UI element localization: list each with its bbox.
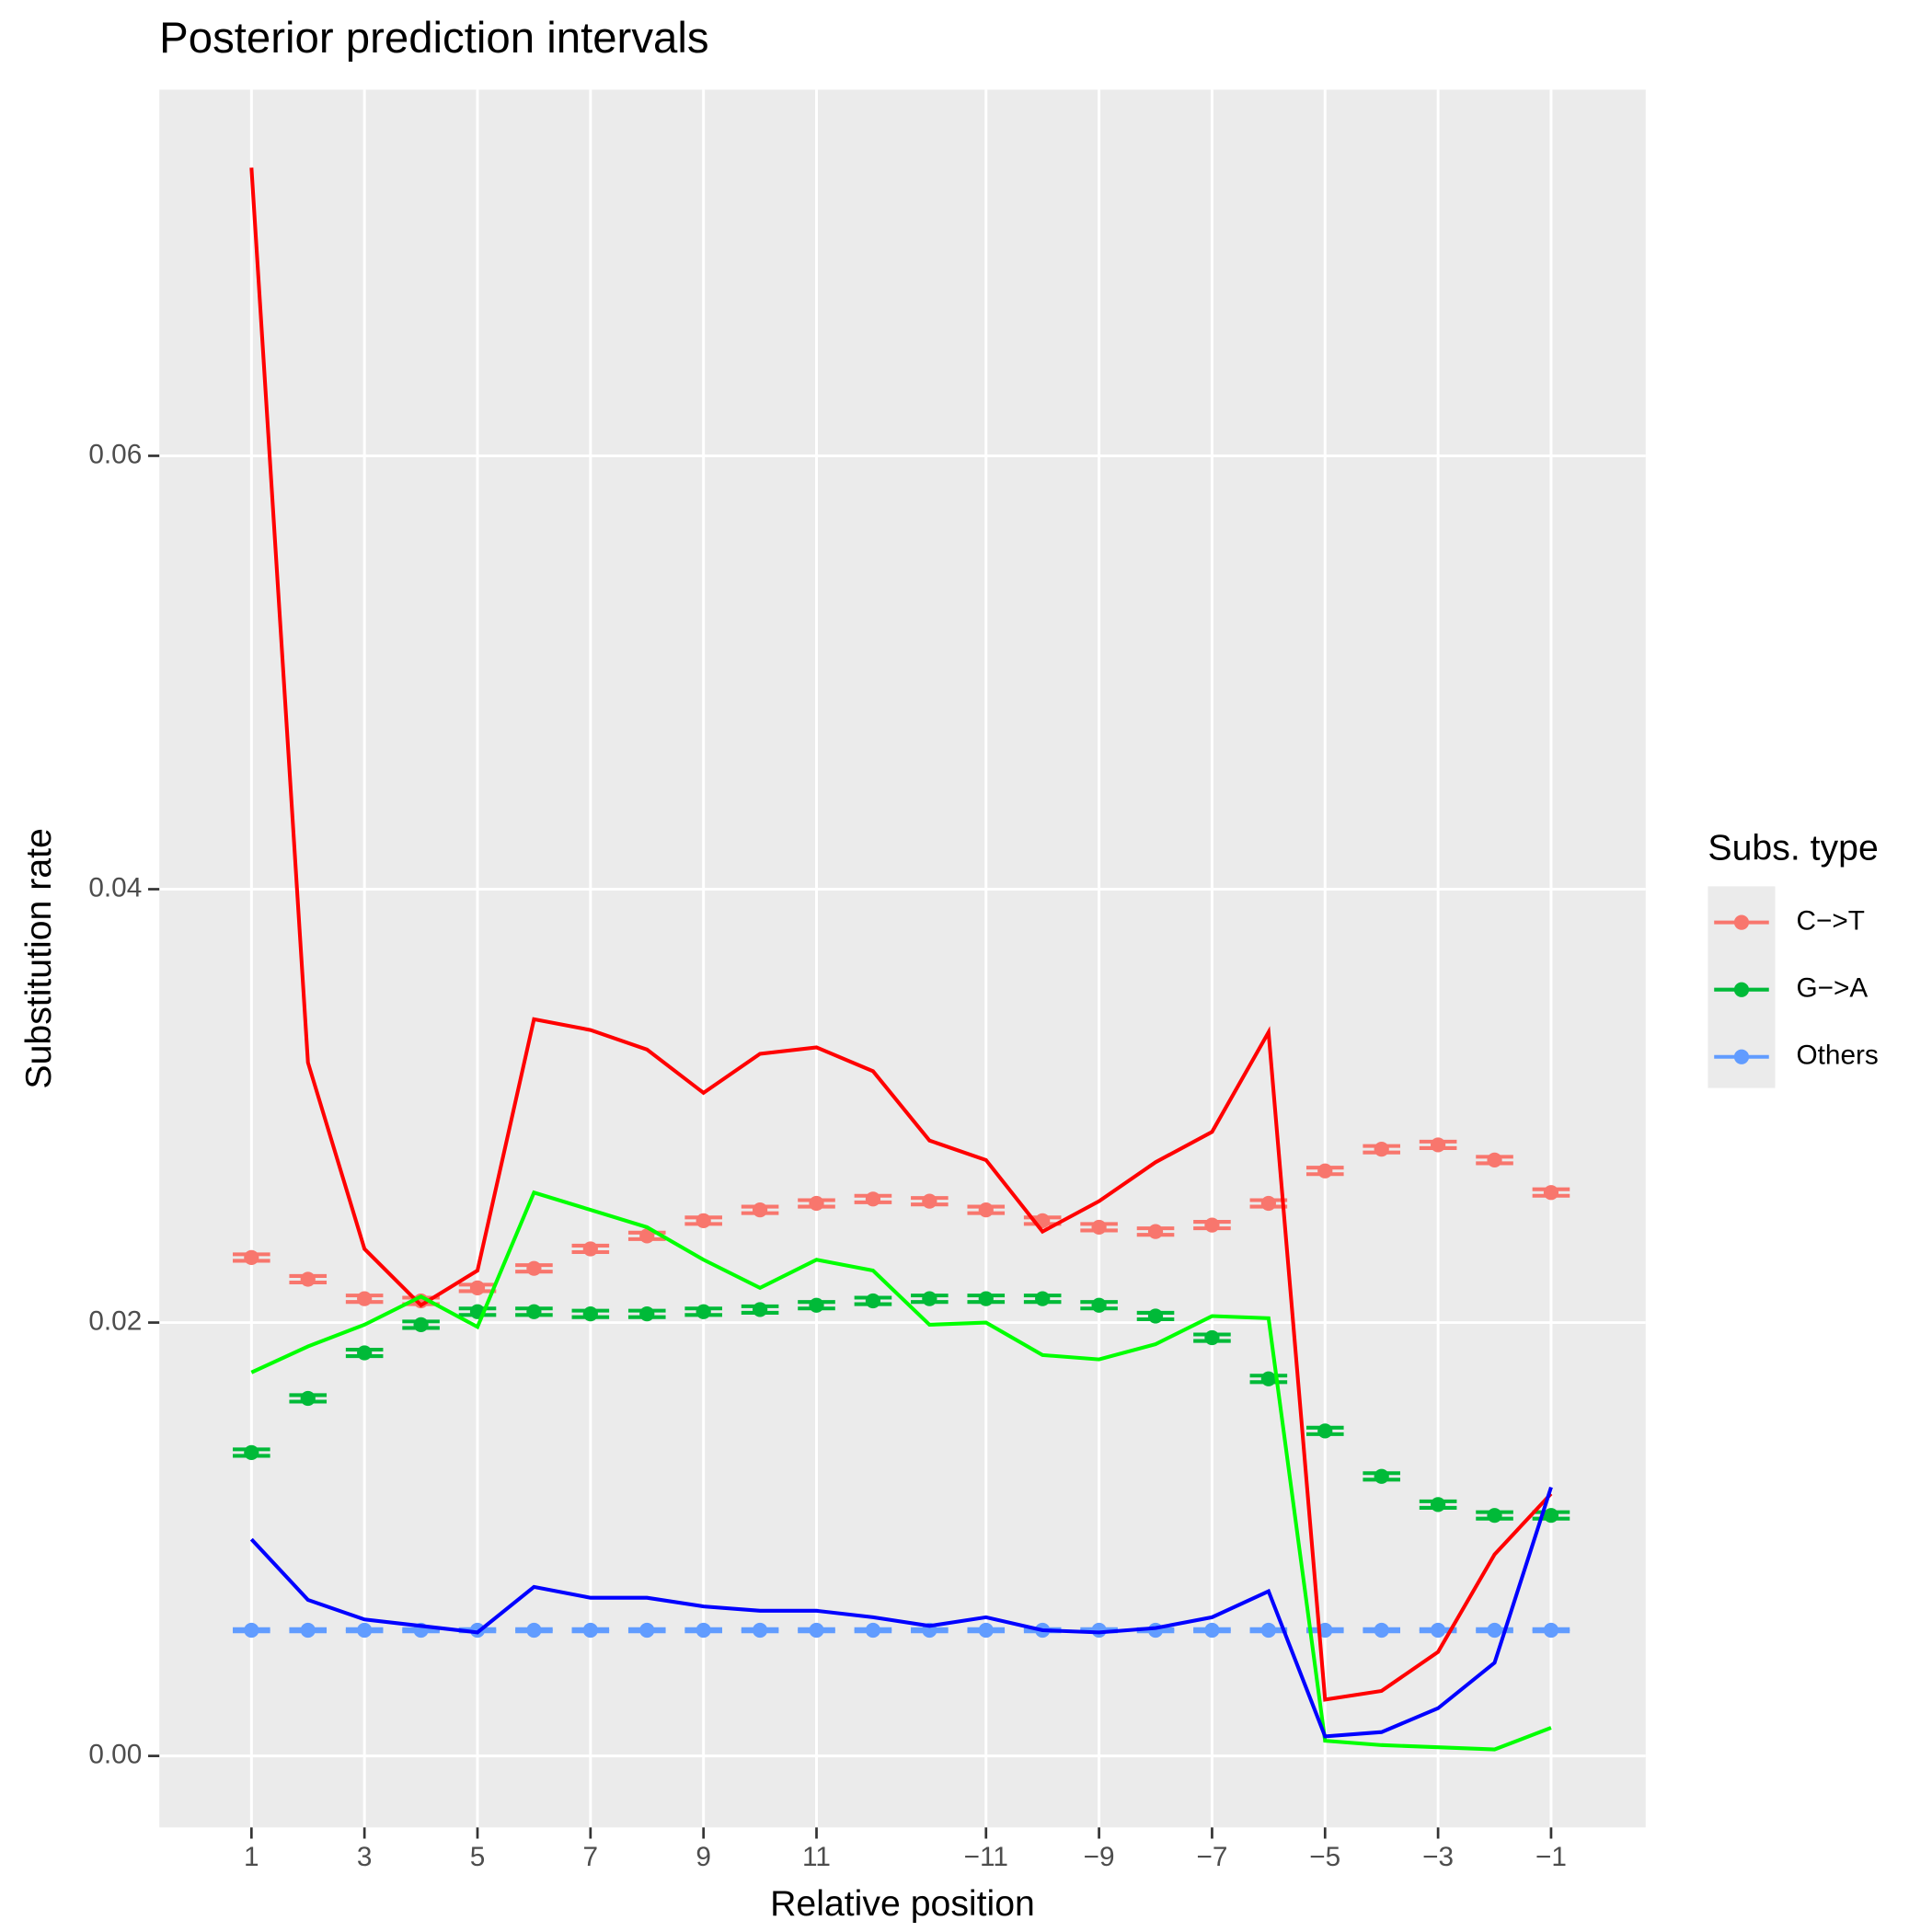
point <box>1487 1152 1502 1168</box>
point <box>300 1622 316 1639</box>
point <box>639 1306 655 1322</box>
legend-title: Subs. type <box>1708 828 1878 868</box>
point <box>582 1241 598 1257</box>
point <box>1374 1468 1389 1484</box>
marks <box>233 167 1570 1752</box>
point <box>752 1622 768 1639</box>
x-tick-label: 1 <box>244 1842 259 1872</box>
point <box>526 1304 542 1319</box>
point <box>922 1193 937 1209</box>
point <box>639 1622 655 1639</box>
point <box>1374 1142 1389 1157</box>
point <box>1260 1371 1276 1386</box>
point <box>1204 1622 1220 1639</box>
x-tick-label: 9 <box>696 1842 711 1872</box>
point <box>1147 1224 1164 1239</box>
point <box>1147 1308 1164 1324</box>
point <box>244 1622 259 1639</box>
x-tick-label: −7 <box>1196 1842 1227 1872</box>
y-tick-label: 0.04 <box>88 872 142 903</box>
y-tick-label: 0.06 <box>88 439 142 469</box>
point <box>1204 1217 1220 1233</box>
legend-key-point <box>1733 982 1750 997</box>
point <box>1543 1622 1559 1639</box>
point <box>469 1280 486 1295</box>
legend-key-point <box>1733 914 1750 930</box>
point <box>1317 1163 1333 1179</box>
x-tick-label: −3 <box>1422 1842 1454 1872</box>
point <box>582 1622 598 1639</box>
point <box>357 1622 373 1639</box>
point <box>413 1317 429 1333</box>
point <box>357 1345 373 1361</box>
legend-label: Others <box>1797 1041 1879 1071</box>
point <box>300 1271 316 1287</box>
point <box>696 1213 711 1228</box>
x-tick-label: 7 <box>583 1842 599 1872</box>
point <box>1430 1137 1446 1153</box>
point <box>639 1228 655 1244</box>
point <box>582 1306 598 1322</box>
point <box>357 1291 373 1306</box>
x-tick-label: −5 <box>1309 1842 1340 1872</box>
point <box>809 1622 824 1639</box>
point <box>978 1622 994 1639</box>
x-tick-label: −1 <box>1535 1842 1567 1872</box>
point <box>244 1444 259 1460</box>
x-tick-label: 3 <box>357 1842 373 1872</box>
chart-title: Posterior prediction intervals <box>159 14 708 63</box>
x-tick-label: 5 <box>470 1842 486 1872</box>
legend-label: C−>T <box>1797 906 1865 937</box>
point <box>922 1291 937 1306</box>
point <box>696 1622 711 1639</box>
point <box>1091 1219 1107 1236</box>
point <box>809 1297 824 1313</box>
point <box>1543 1508 1559 1524</box>
point <box>1204 1329 1220 1346</box>
x-tick-label: −11 <box>964 1842 1008 1872</box>
observed-line <box>249 167 1553 1702</box>
point <box>978 1291 994 1306</box>
legend: C−>T G−>A Others <box>1708 886 1879 1088</box>
point <box>865 1293 881 1309</box>
observed-line <box>250 1190 1552 1752</box>
point <box>1260 1195 1276 1212</box>
y-axis-title: Substitution rate <box>18 828 59 1088</box>
point <box>1374 1622 1389 1639</box>
point <box>1543 1185 1559 1201</box>
point <box>1487 1508 1502 1524</box>
x-axis-title: Relative position <box>770 1883 1035 1924</box>
point <box>865 1622 881 1639</box>
point <box>752 1202 768 1218</box>
grid <box>159 89 1646 1828</box>
y-tick-label: 0.00 <box>88 1739 142 1769</box>
axes: 0.00 0.02 0.04 0.06 1 3 5 7 9 11 −11 −9 −7 −5 −3 −1 <box>88 439 1567 1872</box>
point <box>244 1249 259 1266</box>
point <box>1035 1291 1051 1306</box>
point <box>865 1191 881 1207</box>
x-tick-label: 11 <box>802 1842 831 1872</box>
point <box>1317 1423 1333 1439</box>
legend-label: G−>A <box>1797 973 1869 1004</box>
point <box>1487 1622 1502 1639</box>
point <box>526 1622 542 1639</box>
point <box>1260 1622 1276 1639</box>
point <box>752 1302 768 1317</box>
x-tick-label: −9 <box>1084 1842 1115 1872</box>
point <box>1430 1622 1446 1639</box>
point <box>1091 1297 1107 1313</box>
observed-line <box>249 1486 1553 1739</box>
point <box>1430 1497 1446 1512</box>
point <box>978 1202 994 1218</box>
legend-key-point <box>1733 1049 1750 1064</box>
point <box>696 1304 711 1319</box>
point <box>809 1195 824 1212</box>
panel <box>159 89 1646 1828</box>
point <box>300 1390 316 1407</box>
y-tick-label: 0.02 <box>88 1305 142 1336</box>
point <box>526 1260 542 1276</box>
